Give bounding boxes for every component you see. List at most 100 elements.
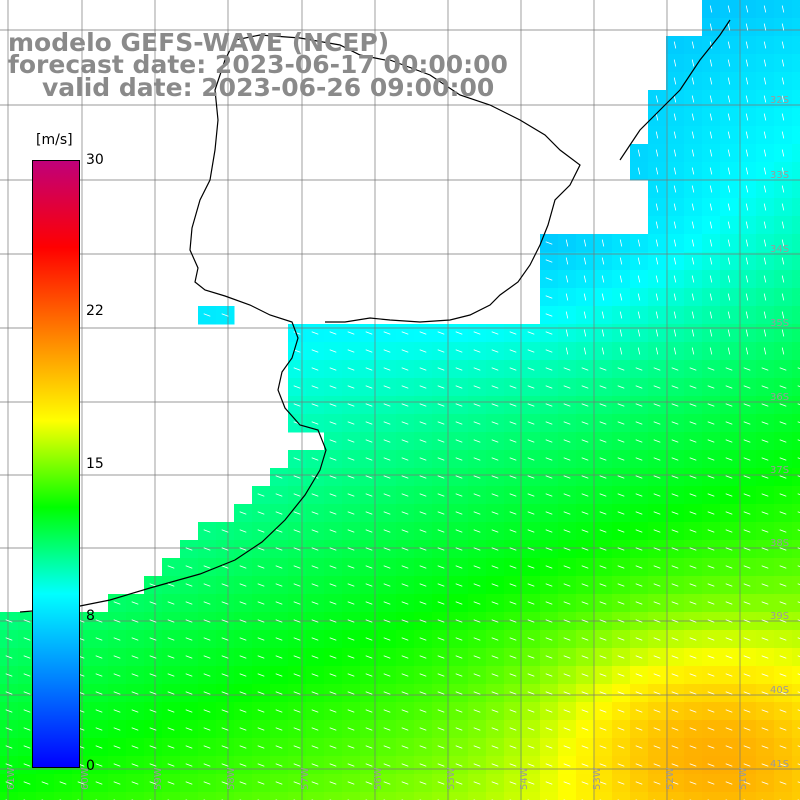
wind-arrow bbox=[779, 637, 787, 641]
wind-arrow bbox=[691, 149, 695, 157]
wind-speed-cell bbox=[792, 792, 800, 800]
wind-arrow bbox=[257, 547, 265, 551]
wind-speed-cell bbox=[792, 324, 800, 343]
wind-arrow bbox=[455, 439, 463, 443]
wind-arrow bbox=[185, 601, 193, 605]
wind-arrow bbox=[185, 619, 193, 623]
wind-arrow bbox=[545, 241, 553, 245]
wind-arrow bbox=[113, 745, 121, 749]
wind-arrow bbox=[473, 781, 481, 785]
wind-arrow bbox=[347, 637, 355, 641]
wind-arrow bbox=[401, 655, 409, 659]
wind-arrow bbox=[563, 367, 571, 371]
wind-arrow bbox=[113, 727, 121, 731]
wind-arrow bbox=[113, 619, 121, 623]
wind-arrow bbox=[365, 439, 373, 443]
wind-arrow bbox=[761, 367, 769, 371]
wind-speed-cell bbox=[252, 792, 271, 800]
wind-arrow bbox=[419, 421, 427, 425]
wind-arrow bbox=[727, 59, 731, 67]
wind-arrow bbox=[365, 367, 373, 371]
wind-arrow bbox=[131, 673, 139, 677]
wind-arrow bbox=[23, 619, 31, 623]
wind-arrow bbox=[419, 331, 427, 335]
wind-arrow bbox=[601, 239, 605, 247]
wind-arrow bbox=[763, 329, 767, 337]
wind-arrow bbox=[781, 59, 785, 67]
wind-arrow bbox=[509, 511, 517, 515]
wind-arrow bbox=[707, 691, 715, 695]
wind-arrow bbox=[95, 637, 103, 641]
wind-arrow bbox=[527, 457, 535, 461]
wind-arrow bbox=[583, 329, 587, 337]
wind-arrow bbox=[311, 781, 319, 785]
wind-arrow bbox=[745, 221, 749, 229]
wind-arrow bbox=[239, 709, 247, 713]
wind-arrow bbox=[347, 619, 355, 623]
wind-arrow bbox=[691, 95, 695, 103]
wind-arrow bbox=[329, 331, 337, 335]
wind-arrow bbox=[655, 149, 659, 157]
wind-arrow bbox=[455, 781, 463, 785]
wind-arrow bbox=[437, 745, 445, 749]
wind-arrow bbox=[149, 781, 157, 785]
wind-arrow bbox=[473, 601, 481, 605]
wind-arrow bbox=[437, 565, 445, 569]
wind-arrow bbox=[365, 511, 373, 515]
wind-arrow bbox=[455, 691, 463, 695]
wind-arrow bbox=[527, 511, 535, 515]
wind-arrow bbox=[311, 655, 319, 659]
wind-arrow bbox=[779, 565, 787, 569]
wind-arrow bbox=[275, 619, 283, 623]
wind-arrow bbox=[743, 529, 751, 533]
wind-arrow bbox=[383, 583, 391, 587]
wind-arrow bbox=[673, 293, 677, 301]
wind-arrow bbox=[709, 293, 713, 301]
coastline-north bbox=[619, 19, 731, 161]
wind-arrow bbox=[221, 565, 229, 569]
wind-arrow bbox=[689, 421, 697, 425]
wind-arrow bbox=[419, 511, 427, 515]
wind-arrow bbox=[671, 547, 679, 551]
wind-arrow bbox=[473, 529, 481, 533]
wind-arrow bbox=[671, 745, 679, 749]
wind-arrow bbox=[419, 619, 427, 623]
wind-arrow bbox=[509, 583, 517, 587]
wind-arrow bbox=[617, 385, 625, 389]
wind-arrow bbox=[329, 403, 337, 407]
wind-arrow bbox=[5, 637, 13, 641]
wind-arrow bbox=[401, 547, 409, 551]
wind-arrow bbox=[365, 547, 373, 551]
wind-arrow bbox=[689, 565, 697, 569]
wind-arrow bbox=[437, 547, 445, 551]
wind-arrow bbox=[671, 619, 679, 623]
wind-arrow bbox=[563, 565, 571, 569]
wind-arrow bbox=[689, 745, 697, 749]
wind-arrow bbox=[329, 709, 337, 713]
wind-arrow bbox=[527, 529, 535, 533]
wind-arrow bbox=[257, 583, 265, 587]
wind-arrow bbox=[781, 203, 785, 211]
wind-arrow bbox=[635, 547, 643, 551]
wind-arrow bbox=[691, 257, 695, 265]
colorbar-tick-8: 8 bbox=[86, 608, 95, 624]
wind-arrow bbox=[709, 95, 713, 103]
wind-arrow bbox=[203, 637, 211, 641]
wind-arrow bbox=[491, 709, 499, 713]
wind-arrow bbox=[509, 547, 517, 551]
wind-arrow bbox=[653, 547, 661, 551]
wind-arrow bbox=[655, 113, 659, 121]
wind-arrow bbox=[707, 403, 715, 407]
wind-arrow bbox=[455, 673, 463, 677]
wind-arrow bbox=[383, 763, 391, 767]
wind-arrow bbox=[781, 5, 785, 13]
wind-arrow bbox=[691, 185, 695, 193]
colorbar-tick-22: 22 bbox=[86, 303, 104, 319]
wind-arrow bbox=[383, 601, 391, 605]
wind-arrow bbox=[311, 511, 319, 515]
wind-arrow bbox=[329, 781, 337, 785]
wind-speed-cell bbox=[792, 0, 800, 19]
wind-arrow bbox=[761, 565, 769, 569]
wind-arrow bbox=[725, 673, 733, 677]
wind-arrow bbox=[655, 203, 659, 211]
